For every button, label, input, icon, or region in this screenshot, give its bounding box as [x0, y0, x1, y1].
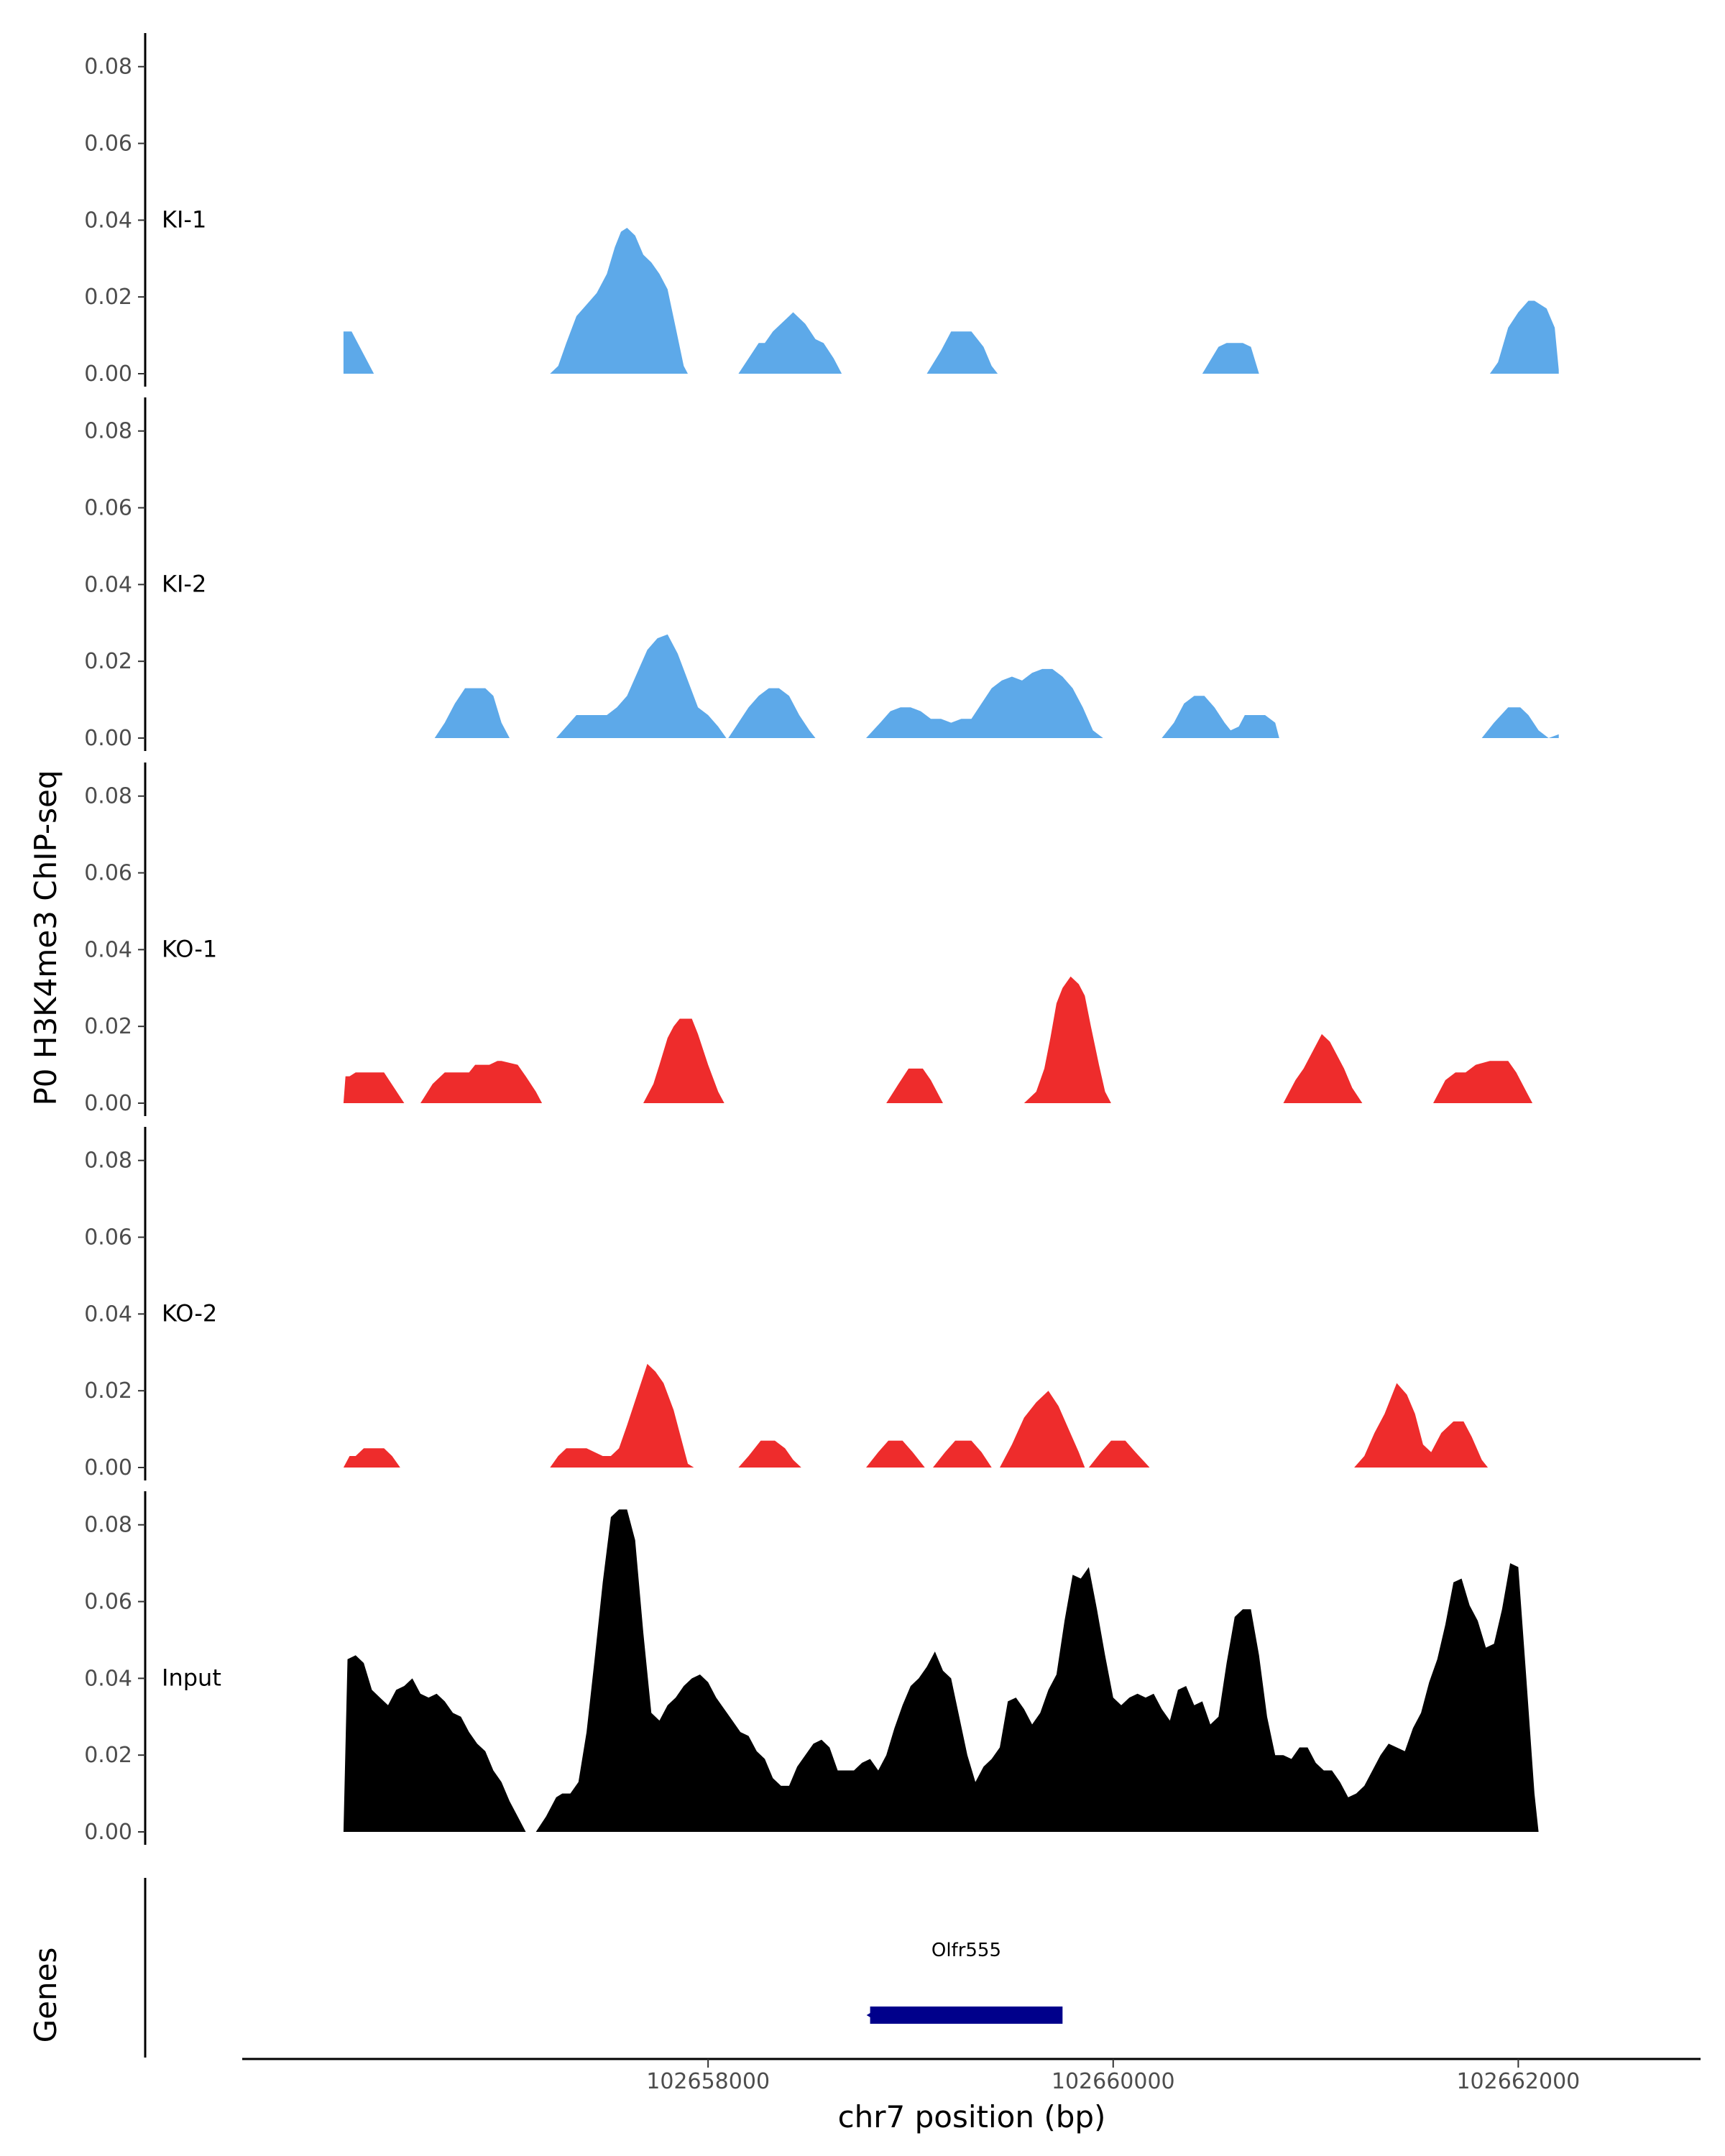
y-tick-label: 0.02 — [84, 1743, 132, 1768]
x-tick-label: 102662000 — [1456, 2069, 1580, 2094]
track-label: KO-1 — [162, 935, 217, 962]
y-tick-label: 0.08 — [84, 1513, 132, 1538]
track-ki-2: 0.00 0.02 0.04 0.06 0.08 KI-2 — [84, 397, 1559, 751]
y-tick-label: 0.06 — [84, 132, 132, 157]
track-ki-1: 0.00 0.02 0.04 0.06 0.08 KI-1 — [84, 33, 1559, 387]
y-tick-label: 0.04 — [84, 937, 132, 962]
x-axis: 102658000 102660000 102662000 — [242, 2058, 1701, 2094]
track-ko-2: 0.00 0.02 0.04 0.06 0.08 KO-2 — [84, 1127, 1489, 1480]
y-tick-label: 0.08 — [84, 784, 132, 809]
x-axis-title: chr7 position (bp) — [838, 2099, 1106, 2134]
y-tick-label: 0.00 — [84, 1820, 132, 1845]
gene-track: Olfr555 — [144, 1878, 1063, 2058]
genes-axis-title: Genes — [28, 1948, 63, 2043]
y-tick-label: 0.08 — [84, 55, 132, 80]
tracks-layer: 0.00 0.02 0.04 0.06 0.08 KI-1 0.00 0.02 0.04 0.06… — [84, 33, 1559, 1845]
signal-area — [343, 228, 1559, 374]
gene-body — [870, 2007, 1063, 2024]
gene-label: Olfr555 — [932, 1940, 1001, 1961]
y-tick-label: 0.00 — [84, 361, 132, 387]
track-ko-1: 0.00 0.02 0.04 0.06 0.08 KO-1 — [84, 763, 1533, 1116]
y-tick-label: 0.04 — [84, 572, 132, 597]
y-tick-label: 0.06 — [84, 861, 132, 886]
y-tick-label: 0.08 — [84, 419, 132, 444]
y-tick-label: 0.04 — [84, 1302, 132, 1327]
track-input: 0.00 0.02 0.04 0.06 0.08 Input — [84, 1491, 1539, 1845]
y-tick-label: 0.04 — [84, 208, 132, 233]
y-tick-label: 0.00 — [84, 726, 132, 751]
y-axis-title: P0 H3K4me3 ChIP-seq — [28, 770, 63, 1105]
track-label: Input — [162, 1664, 221, 1691]
y-tick-label: 0.08 — [84, 1148, 132, 1174]
strand-arrow — [866, 2009, 878, 2022]
y-tick-label: 0.06 — [84, 496, 132, 521]
y-tick-label: 0.02 — [84, 1014, 132, 1039]
y-tick-label: 0.04 — [84, 1666, 132, 1691]
y-tick-label: 0.02 — [84, 1378, 132, 1404]
y-tick-label: 0.02 — [84, 649, 132, 674]
signal-area — [434, 634, 1559, 738]
y-tick-label: 0.06 — [84, 1225, 132, 1250]
track-label: KO-2 — [162, 1299, 217, 1327]
track-label: KI-1 — [162, 206, 206, 233]
y-tick-label: 0.00 — [84, 1091, 132, 1116]
signal-area — [343, 1509, 1539, 1832]
x-tick-label: 102660000 — [1052, 2069, 1175, 2094]
signal-area — [343, 1363, 1489, 1468]
y-tick-label: 0.06 — [84, 1590, 132, 1615]
signal-area — [343, 976, 1533, 1103]
track-label: KI-2 — [162, 570, 206, 597]
x-tick-label: 102658000 — [646, 2069, 770, 2094]
y-tick-label: 0.02 — [84, 285, 132, 310]
y-tick-label: 0.00 — [84, 1455, 132, 1480]
